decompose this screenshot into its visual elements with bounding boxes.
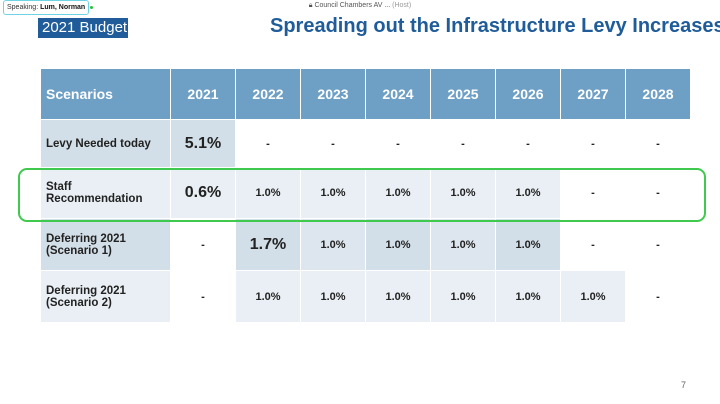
highlight-box xyxy=(18,168,706,222)
header-year: 2025 xyxy=(431,69,495,119)
levy-cell: 1.0% xyxy=(431,168,495,218)
levy-cell: - xyxy=(366,120,430,167)
speaking-indicator: Speaking: Lum, Norman xyxy=(3,0,90,15)
meeting-title-bar: 🔒︎ Council Chambers AV ... (Host) xyxy=(0,2,720,10)
speaking-label: Speaking: xyxy=(7,4,39,11)
levy-cell: 1.0% xyxy=(496,219,560,270)
levy-cell: 1.0% xyxy=(236,168,300,218)
levy-table: Scenarios 2021 2022 2023 2024 2025 2026 2027 202… xyxy=(40,68,691,323)
levy-cell: 1.0% xyxy=(366,271,430,322)
levy-cell: - xyxy=(561,168,625,218)
levy-cell: - xyxy=(561,219,625,270)
levy-cell: 1.0% xyxy=(366,168,430,218)
header-year: 2024 xyxy=(366,69,430,119)
table-row: Staff Recommendation 0.6% 1.0% 1.0% 1.0% 1.0%… xyxy=(41,168,690,218)
table-row: Deferring 2021 (Scenario 1) -1.7% 1.0% 1.0%… xyxy=(41,219,690,270)
levy-cell: 1.0% xyxy=(366,219,430,270)
levy-cell: - xyxy=(171,271,235,322)
levy-cell: 5.1% xyxy=(171,120,235,167)
scenario-name: Deferring 2021 (Scenario 1) xyxy=(41,219,170,270)
levy-cell: - xyxy=(171,219,235,270)
header-year: 2028 xyxy=(626,69,690,119)
header-scenarios: Scenarios xyxy=(41,69,170,119)
page-number: 7 xyxy=(681,380,687,390)
levy-cell: 1.7% xyxy=(236,219,300,270)
levy-cell: 1.0% xyxy=(431,219,495,270)
levy-cell: 1.0% xyxy=(496,271,560,322)
room-name: Council Chambers AV ... xyxy=(314,2,391,9)
levy-cell: - xyxy=(626,271,690,322)
lock-icon: 🔒︎ xyxy=(308,2,313,9)
header-year: 2023 xyxy=(301,69,365,119)
levy-cell: 1.0% xyxy=(496,168,560,218)
header-year: 2021 xyxy=(171,69,235,119)
header-year: 2022 xyxy=(236,69,300,119)
scenario-name: Deferring 2021 (Scenario 2) xyxy=(41,271,170,322)
status-dot xyxy=(90,6,93,9)
header-year: 2026 xyxy=(496,69,560,119)
levy-cell: 0.6% xyxy=(171,168,235,218)
levy-cell: 1.0% xyxy=(561,271,625,322)
levy-cell: - xyxy=(561,120,625,167)
slide-title: Spreading out the Infrastructure Levy In… xyxy=(270,15,720,37)
header-year: 2027 xyxy=(561,69,625,119)
levy-cell: 1.0% xyxy=(301,271,365,322)
budget-tag: 2021 Budget xyxy=(38,18,128,38)
levy-cell: - xyxy=(626,219,690,270)
levy-cell: 1.0% xyxy=(301,168,365,218)
table-row: Levy Needed today 5.1% - - - - - - - xyxy=(41,120,690,167)
header-row: Scenarios 2021 2022 2023 2024 2025 2026 2027 202… xyxy=(41,69,690,119)
levy-cell: - xyxy=(626,168,690,218)
speaker-name: Lum, Norman xyxy=(40,4,86,11)
levy-cell: - xyxy=(236,120,300,167)
levy-cell: - xyxy=(626,120,690,167)
levy-cell: - xyxy=(496,120,560,167)
scenario-name: Staff Recommendation xyxy=(41,168,170,218)
levy-cell: 1.0% xyxy=(431,271,495,322)
levy-cell: - xyxy=(431,120,495,167)
table-row: Deferring 2021 (Scenario 2) -1.0% 1.0% 1.0%… xyxy=(41,271,690,322)
levy-cell: 1.0% xyxy=(236,271,300,322)
levy-cell: - xyxy=(301,120,365,167)
scenario-name: Levy Needed today xyxy=(41,120,170,167)
host-label: (Host) xyxy=(392,2,412,9)
levy-cell: 1.0% xyxy=(301,219,365,270)
